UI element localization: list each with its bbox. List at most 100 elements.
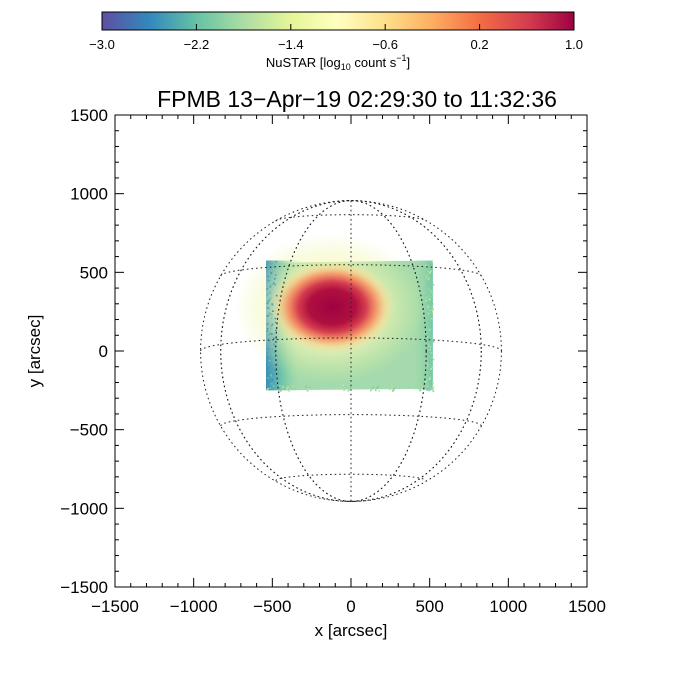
emission-speckle bbox=[269, 312, 272, 315]
emission-speckle bbox=[427, 302, 429, 304]
emission-speckle bbox=[370, 389, 372, 392]
emission-speckle bbox=[432, 390, 435, 392]
emission-speckle bbox=[426, 384, 428, 386]
emission-speckle bbox=[272, 310, 274, 313]
emission-speckle bbox=[430, 387, 433, 390]
emission-speckle bbox=[428, 277, 430, 280]
emission-speckle bbox=[430, 368, 432, 370]
emission-speckle bbox=[279, 384, 281, 387]
emission-speckle bbox=[431, 309, 434, 312]
latitude-line bbox=[200, 337, 502, 352]
x-tick-label: 1000 bbox=[489, 597, 527, 616]
emission-speckle bbox=[266, 293, 269, 296]
emission-speckle bbox=[429, 345, 432, 348]
emission-speckle bbox=[270, 375, 273, 377]
emission-speckle bbox=[429, 369, 432, 372]
emission-speckle bbox=[267, 300, 269, 303]
emission-speckle bbox=[344, 387, 347, 389]
emission-speckle bbox=[432, 358, 435, 361]
emission-speckle bbox=[350, 385, 352, 388]
emission-speckle bbox=[431, 303, 434, 305]
emission-speckle bbox=[271, 352, 274, 354]
emission-speckle bbox=[428, 377, 431, 380]
emission-speckle bbox=[268, 333, 270, 336]
emission-speckle bbox=[270, 317, 273, 320]
x-axis-label: x [arcsec] bbox=[315, 621, 388, 640]
emission-speckle bbox=[430, 351, 433, 354]
emission-speckle bbox=[307, 388, 310, 391]
emission-speckle bbox=[432, 284, 435, 286]
emission-speckle bbox=[269, 292, 271, 294]
emission-speckle bbox=[428, 343, 430, 346]
emission-speckle bbox=[431, 281, 434, 284]
emission-speckle bbox=[289, 388, 292, 391]
latitude-line bbox=[220, 414, 482, 427]
emission-speckle bbox=[273, 360, 275, 363]
emission-speckle bbox=[427, 306, 430, 309]
y-tick-label: −1000 bbox=[60, 499, 108, 518]
emission-speckle bbox=[428, 267, 431, 269]
emission-speckle bbox=[268, 360, 271, 362]
emission-speckle bbox=[428, 301, 431, 304]
emission-speckle bbox=[432, 382, 435, 385]
chart-title: FPMB 13−Apr−19 02:29:30 to 11:32:36 bbox=[157, 86, 557, 112]
emission-speckle bbox=[274, 321, 277, 324]
emission-speckle bbox=[425, 332, 428, 335]
emission-speckle bbox=[427, 277, 429, 280]
emission-speckle bbox=[427, 296, 430, 299]
emission-speckle bbox=[425, 264, 427, 267]
emission-speckle bbox=[428, 389, 431, 391]
emission-speckle bbox=[391, 384, 394, 387]
emission-speckle bbox=[431, 366, 434, 369]
emission-speckle bbox=[427, 312, 430, 315]
emission-speckle bbox=[392, 389, 394, 392]
emission-speckle bbox=[431, 260, 434, 263]
emission-speckle bbox=[270, 272, 273, 274]
emission-speckle bbox=[292, 384, 295, 387]
emission-speckle bbox=[267, 275, 269, 278]
emission-speckle bbox=[429, 272, 431, 274]
emission-speckle bbox=[266, 323, 268, 326]
emission-speckle bbox=[348, 387, 351, 390]
emission-speckle bbox=[269, 332, 271, 335]
emission-speckle bbox=[425, 275, 428, 278]
colorbar-tick-label: −0.6 bbox=[372, 37, 398, 52]
colorbar-tick-label: −3.0 bbox=[89, 37, 115, 52]
emission-speckle bbox=[273, 350, 276, 353]
colorbar-label: NuSTAR [log10 count s−1] bbox=[266, 53, 410, 72]
emission-speckle bbox=[431, 386, 433, 388]
y-tick-label: 1000 bbox=[70, 185, 108, 204]
colorbar-ticks: −3.0 −2.2 −1.4 −0.6 0.2 1.0 bbox=[89, 24, 583, 52]
colorbar-tick-label: −1.4 bbox=[278, 37, 304, 52]
emission-speckle bbox=[271, 323, 274, 326]
latitude-line bbox=[220, 264, 482, 277]
x-tick-label: 500 bbox=[415, 597, 443, 616]
emission-speckle bbox=[267, 322, 269, 325]
colorbar-tick-label: 0.2 bbox=[471, 37, 489, 52]
emission-speckle bbox=[274, 277, 276, 280]
y-tick-label: −1500 bbox=[60, 578, 108, 597]
emission-speckle bbox=[348, 388, 350, 391]
emission-speckle bbox=[282, 385, 285, 387]
emission-speckle bbox=[426, 389, 429, 391]
emission-speckle bbox=[425, 317, 427, 320]
emission-speckle bbox=[270, 325, 272, 327]
emission-speckle bbox=[271, 270, 273, 273]
emission-speckle bbox=[427, 293, 430, 296]
y-tick-label: 500 bbox=[80, 263, 108, 282]
emission-speckle bbox=[432, 340, 435, 343]
emission-speckle bbox=[393, 387, 396, 389]
emission-speckle bbox=[271, 348, 274, 350]
emission-speckle bbox=[275, 294, 278, 297]
emission-speckle bbox=[430, 290, 432, 293]
y-axis-label: y [arcsec] bbox=[25, 315, 44, 388]
emission-speckle bbox=[267, 314, 270, 317]
emission-speckle bbox=[425, 294, 428, 297]
emission-speckle bbox=[271, 284, 274, 286]
emission-speckle bbox=[271, 314, 273, 316]
emission-speckle bbox=[274, 317, 277, 320]
emission-speckle bbox=[308, 386, 311, 389]
emission-speckle bbox=[271, 379, 274, 381]
emission-speckle bbox=[268, 279, 271, 282]
emission-speckle bbox=[430, 340, 432, 343]
